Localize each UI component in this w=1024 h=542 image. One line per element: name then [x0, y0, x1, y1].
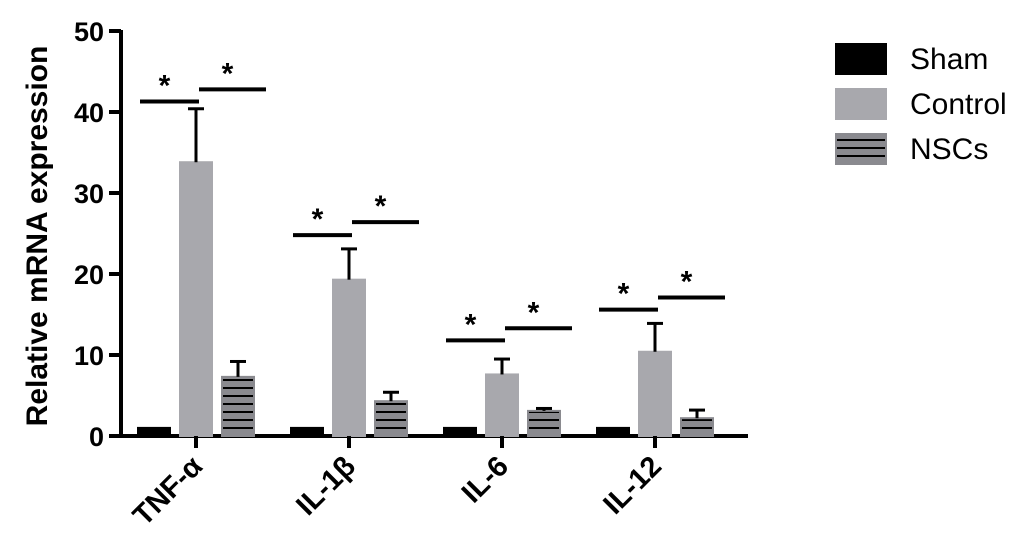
legend-label: Sham	[910, 43, 988, 76]
bar	[443, 426, 477, 437]
significance-marker: *	[375, 190, 387, 223]
bar	[680, 417, 714, 437]
x-tick-label: IL-12	[597, 450, 667, 520]
y-tick-label: 10	[74, 341, 104, 371]
significance-marker: *	[222, 57, 234, 90]
y-tick-label: 20	[74, 260, 104, 290]
bar	[137, 426, 171, 437]
significance-marker: *	[618, 278, 630, 311]
bar	[527, 409, 561, 438]
x-tick-label: TNF-α	[127, 450, 209, 532]
legend-label: NSCs	[910, 133, 988, 166]
bar	[596, 426, 630, 437]
x-tick-label: IL-1β	[290, 450, 362, 522]
y-tick-label: 0	[89, 422, 104, 452]
legend-label: Control	[910, 88, 1007, 121]
significance-marker: *	[681, 265, 693, 298]
significance-marker: *	[312, 203, 324, 236]
plot-area: 0 10 20 30 40 50 TNF-α IL-1β IL-6 IL-12 * * * * * * * *	[74, 17, 748, 532]
y-tick-label: 50	[74, 17, 104, 47]
significance-marker: *	[159, 69, 171, 102]
bar	[290, 426, 324, 437]
x-tick-label: IL-6	[456, 450, 515, 509]
bar	[179, 161, 213, 437]
legend: Sham Control NSCs	[835, 43, 1007, 166]
y-axis-title: Relative mRNA expression	[21, 46, 54, 427]
bar	[638, 350, 672, 438]
legend-swatch	[835, 88, 887, 120]
significance-marker: *	[528, 296, 540, 329]
bar	[485, 373, 519, 438]
y-tick-label: 40	[74, 98, 104, 128]
legend-swatch	[835, 133, 887, 165]
legend-swatch	[835, 43, 887, 75]
bar	[221, 375, 255, 437]
bar	[332, 278, 366, 438]
y-tick-label: 30	[74, 179, 104, 209]
significance-marker: *	[465, 308, 477, 341]
bar	[374, 400, 408, 438]
